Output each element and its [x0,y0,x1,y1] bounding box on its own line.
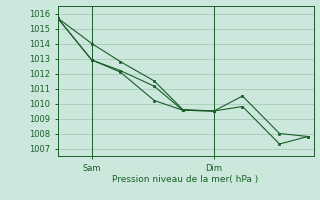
X-axis label: Pression niveau de la mer( hPa ): Pression niveau de la mer( hPa ) [112,175,259,184]
